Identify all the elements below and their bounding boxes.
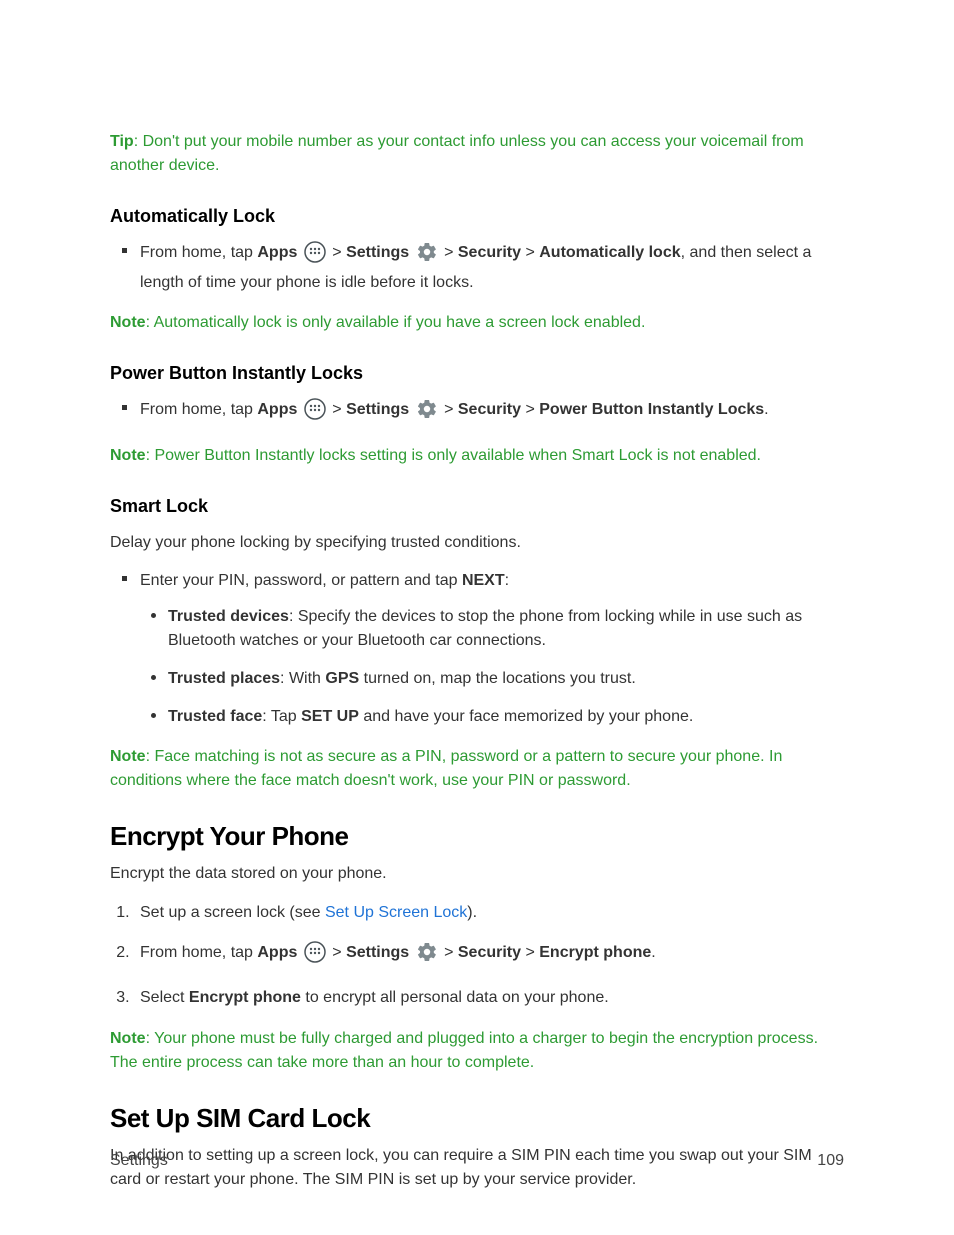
text: : [505,572,509,589]
sep: > [328,401,346,418]
tip-label: Tip [110,133,134,150]
security-label: Security [458,401,521,418]
sep: > [521,401,539,418]
settings-label: Settings [346,944,409,961]
label: Trusted face [168,708,262,725]
document-page: Tip: Don't put your mobile number as you… [0,0,954,1235]
settings-icon [416,941,438,972]
settings-icon [416,241,438,271]
setup-label: SET UP [301,708,359,725]
smart-lock-step: Enter your PIN, password, or pattern and… [140,569,844,729]
auto-lock-note: Note: Automatically lock is only availab… [110,311,844,335]
security-label: Security [458,244,521,261]
apps-label: Apps [257,401,297,418]
power-button-step: From home, tap Apps > Settings > Securit… [140,398,844,428]
sep: > [440,944,458,961]
text: Select [140,989,189,1006]
label: Encrypt phone [189,989,301,1006]
apps-label: Apps [257,944,297,961]
target-label: Power Button Instantly Locks [539,401,764,418]
sep: > [521,944,539,961]
next-label: NEXT [462,572,505,589]
note-text: : Automatically lock is only available i… [146,314,646,331]
note-label: Note [110,748,146,765]
note-text: : Face matching is not as secure as a PI… [110,748,782,789]
security-label: Security [458,944,521,961]
trusted-devices-item: Trusted devices: Specify the devices to … [168,605,844,653]
text: : With [280,670,325,687]
text: Enter your PIN, password, or pattern and… [140,572,462,589]
trusted-face-item: Trusted face: Tap SET UP and have your f… [168,705,844,729]
heading-automatically-lock: Automatically Lock [110,206,844,227]
settings-label: Settings [346,244,409,261]
text: From home, tap [140,244,257,261]
apps-icon [304,241,326,271]
encrypt-step-3: Select Encrypt phone to encrypt all pers… [134,985,844,1011]
text: ). [467,904,477,921]
footer-page-number: 109 [817,1152,844,1170]
smart-lock-intro: Delay your phone locking by specifying t… [110,531,844,555]
power-button-note: Note: Power Button Instantly locks setti… [110,444,844,468]
encrypt-intro: Encrypt the data stored on your phone. [110,862,844,886]
target-label: Encrypt phone [539,944,651,961]
text: Set up a screen lock (see [140,904,325,921]
heading-smart-lock: Smart Lock [110,496,844,517]
smart-lock-list: Enter your PIN, password, or pattern and… [110,569,844,729]
note-label: Note [110,314,146,331]
sep: > [328,244,346,261]
sep: > [521,244,539,261]
encrypt-note: Note: Your phone must be fully charged a… [110,1027,844,1075]
text: From home, tap [140,944,257,961]
note-label: Note [110,1030,146,1047]
apps-label: Apps [257,244,297,261]
trusted-places-item: Trusted places: With GPS turned on, map … [168,667,844,691]
footer-section: Settings [110,1152,168,1170]
label: Trusted places [168,670,280,687]
label: Trusted devices [168,608,289,625]
note-text: : Your phone must be fully charged and p… [110,1030,818,1071]
target-label: Automatically lock [539,244,680,261]
gps-label: GPS [325,670,359,687]
sep: > [440,401,458,418]
text: From home, tap [140,401,257,418]
apps-icon [304,941,326,972]
sep: > [328,944,346,961]
encrypt-step-1: Set up a screen lock (see Set Up Screen … [134,900,844,926]
tip-paragraph: Tip: Don't put your mobile number as you… [110,130,844,178]
sep: > [440,244,458,261]
power-button-list: From home, tap Apps > Settings > Securit… [110,398,844,428]
text: turned on, map the locations you trust. [359,670,636,687]
heading-power-button: Power Button Instantly Locks [110,363,844,384]
text: and have your face memorized by your pho… [359,708,693,725]
text: : Tap [262,708,301,725]
note-label: Note [110,447,146,464]
auto-lock-list: From home, tap Apps > Settings > Securit… [110,241,844,295]
page-footer: Settings 109 [110,1152,844,1170]
auto-lock-step: From home, tap Apps > Settings > Securit… [140,241,844,295]
settings-icon [416,398,438,428]
apps-icon [304,398,326,428]
encrypt-step-2: From home, tap Apps > Settings > Securit… [134,940,844,972]
screen-lock-link[interactable]: Set Up Screen Lock [325,904,467,921]
heading-sim-lock: Set Up SIM Card Lock [110,1103,844,1134]
text: to encrypt all personal data on your pho… [301,989,609,1006]
heading-encrypt: Encrypt Your Phone [110,821,844,852]
settings-label: Settings [346,401,409,418]
trusted-list: Trusted devices: Specify the devices to … [140,605,844,729]
smart-lock-note: Note: Face matching is not as secure as … [110,745,844,793]
note-text: : Power Button Instantly locks setting i… [146,447,761,464]
encrypt-steps: Set up a screen lock (see Set Up Screen … [110,900,844,1011]
tip-text: : Don't put your mobile number as your c… [110,133,804,174]
